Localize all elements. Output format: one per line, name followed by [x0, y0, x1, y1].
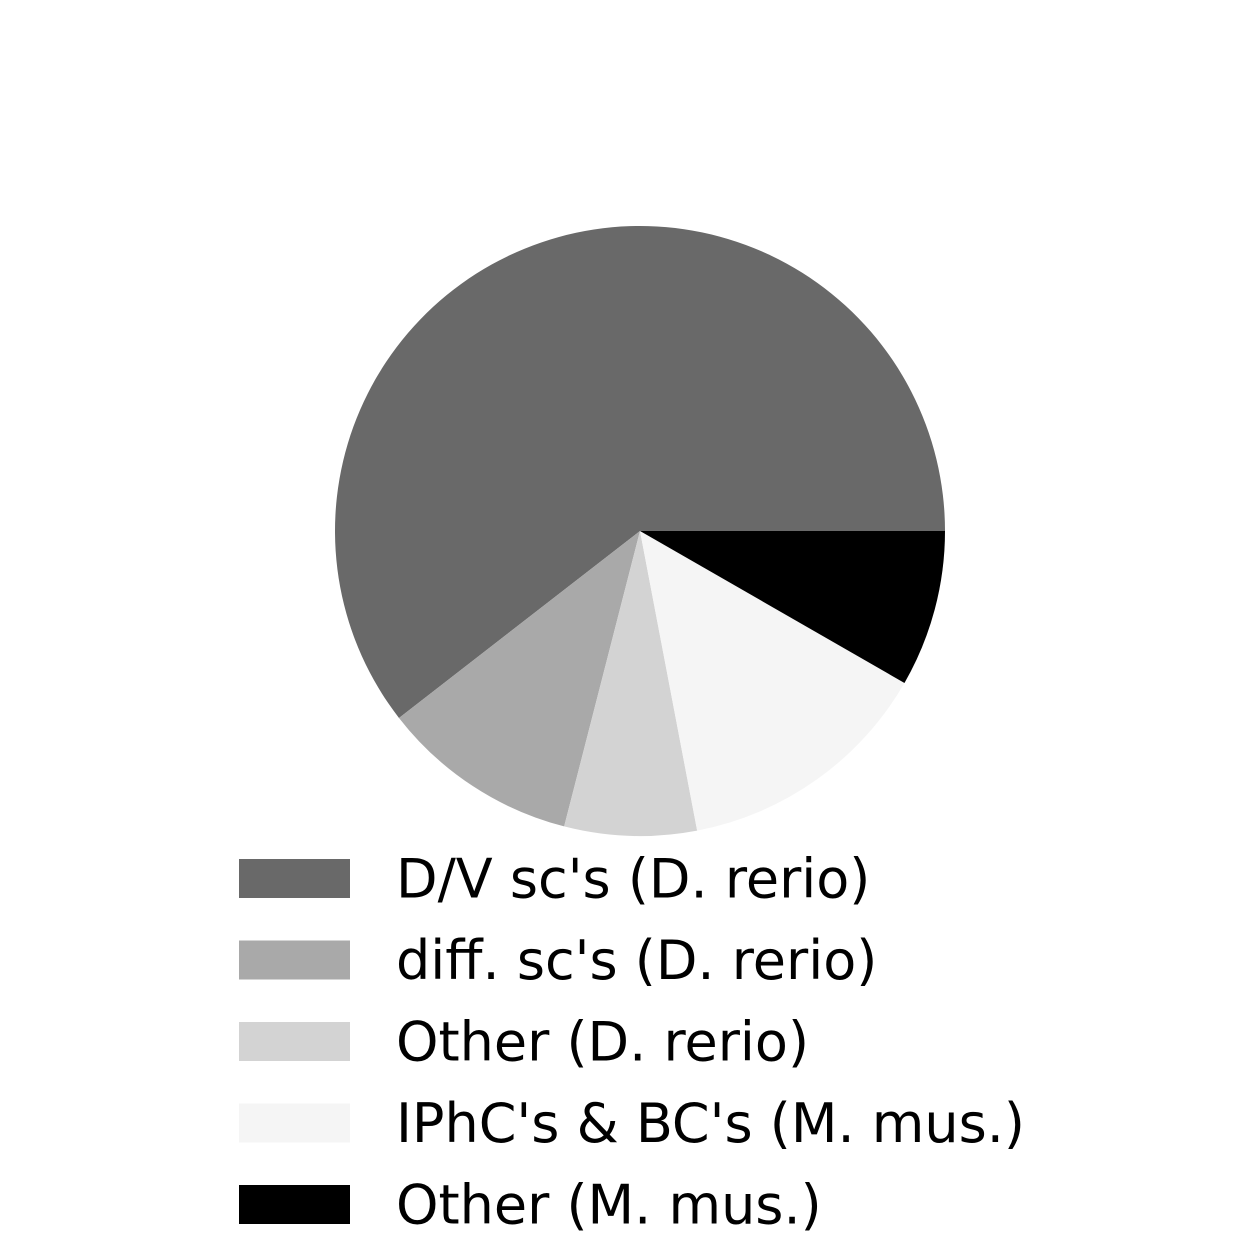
- pie-slice-1: [335, 226, 945, 718]
- pie-slice-3: [564, 531, 698, 837]
- pie-slice-5: [640, 531, 945, 683]
- legend-label-3: Other (D. rerio): [396, 1011, 809, 1074]
- pie-slice-4: [640, 531, 905, 831]
- legend-swatch-3: [239, 1022, 350, 1061]
- legend-swatch-2: [239, 940, 350, 980]
- legend-label-1: D/V sc's (D. rerio): [396, 848, 870, 911]
- pie-slices: [335, 226, 945, 837]
- legend-label-2: diff. sc's (D. rerio): [396, 929, 877, 992]
- legend-swatch-4: [239, 1103, 350, 1143]
- legend-swatch-1: [239, 859, 350, 898]
- legend-label-5: Other (M. mus.): [396, 1174, 822, 1237]
- legend-swatch-5: [239, 1185, 350, 1224]
- pie-slice-2: [399, 531, 640, 827]
- legend-label-4: IPhC's & BC's (M. mus.): [396, 1092, 1025, 1155]
- legend: D/V sc's (D. rerio) diff. sc's (D. rerio)…: [239, 848, 1025, 1237]
